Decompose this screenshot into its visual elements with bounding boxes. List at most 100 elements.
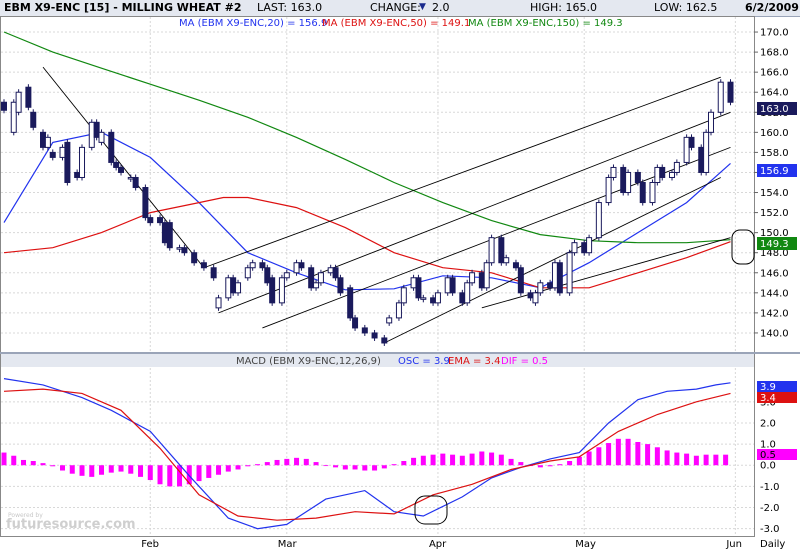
macd-histogram-bar — [664, 450, 670, 466]
candle-up — [610, 166, 617, 178]
macd-histogram-bar — [245, 465, 251, 467]
macd-histogram-bar — [723, 454, 729, 466]
dif-box-label: 0.5 — [760, 450, 776, 461]
candle-down — [230, 277, 237, 294]
macd-histogram — [1, 438, 729, 487]
candle-down — [298, 262, 305, 269]
candle-down — [113, 161, 120, 168]
macd-histogram-bar — [118, 465, 124, 472]
macd-histogram-bar — [440, 453, 446, 466]
candle-up — [235, 282, 242, 294]
price-tick-label: 142.0 — [760, 308, 789, 319]
macd-histogram-bar — [323, 465, 329, 467]
ma50-legend: MA (EBM X9-ENC,50) = 149.1 — [322, 18, 470, 29]
quote-header: EBM X9-ENC [15] - MILLING WHEAT #2 LAST:… — [0, 0, 800, 17]
macd-histogram-bar — [177, 465, 183, 487]
candle-down — [430, 297, 437, 304]
candle-up — [566, 252, 573, 294]
candle-down — [727, 81, 734, 103]
candle-up — [225, 277, 232, 299]
price-tick-label: 166.0 — [760, 68, 789, 79]
macd-histogram-bar — [625, 438, 631, 466]
macd-histogram-bar — [654, 447, 660, 466]
candle-down — [210, 267, 217, 279]
candle-up — [10, 101, 17, 133]
moving-averages — [3, 31, 731, 291]
macd-histogram-bar — [479, 451, 485, 466]
candle-down — [347, 287, 354, 319]
last-price-box — [757, 102, 797, 115]
macd-tick-label: -1.0 — [760, 482, 780, 493]
macd-histogram-bar — [225, 465, 231, 472]
candle-down — [517, 267, 524, 294]
price-tick-label: 170.0 — [760, 28, 789, 39]
macd-histogram-bar — [89, 465, 95, 477]
candle-down — [64, 141, 71, 183]
candle-down — [337, 277, 344, 294]
candle-up — [673, 161, 680, 173]
candle-down — [191, 252, 198, 264]
candle-up — [244, 267, 251, 279]
macd-histogram-bar — [489, 452, 495, 466]
macd-histogram-bar — [693, 455, 699, 466]
macd-tick-label: -2.0 — [760, 503, 780, 514]
macd-tick-label: 0.0 — [760, 461, 776, 472]
price-tick-label: 154.0 — [760, 188, 789, 199]
down-arrow-icon: ▼ — [419, 2, 426, 12]
candle-up — [488, 237, 495, 264]
candle-down — [639, 181, 646, 204]
candle-up — [469, 272, 476, 284]
macd-histogram-bar — [547, 465, 553, 467]
gridlines — [1, 17, 754, 536]
price-tick-label: 160.0 — [760, 128, 789, 139]
instrument-title: EBM X9-ENC [15] - MILLING WHEAT #2 — [4, 1, 242, 14]
candle-up — [293, 262, 300, 274]
candle-up — [444, 277, 451, 294]
change-label: CHANGE: — [370, 1, 421, 14]
macd-histogram-bar — [567, 461, 573, 466]
trend-line-4 — [384, 177, 721, 344]
candle-down — [108, 131, 115, 163]
price-tick-label: 168.0 — [760, 48, 789, 59]
ma-line-0 — [3, 131, 731, 291]
macd-histogram-bar — [586, 451, 592, 466]
candle-down — [200, 262, 207, 269]
candle-down — [498, 237, 505, 264]
low-price: LOW: 162.5 — [654, 1, 718, 14]
candle-down — [147, 217, 154, 224]
macd-histogram-bar — [508, 458, 514, 466]
ma-line-2 — [3, 31, 731, 244]
macd-histogram-bar — [459, 455, 465, 466]
date-tick-label: Feb — [141, 539, 159, 550]
candle-up — [532, 292, 539, 304]
macd-histogram-bar — [537, 465, 543, 468]
macd-axis: -3.0-2.0-1.00.01.02.03.0 — [760, 397, 780, 535]
macd-histogram-bar — [450, 454, 456, 466]
macd-histogram-bar — [333, 465, 339, 468]
candle-down — [332, 267, 339, 279]
date-tick-label: May — [575, 539, 596, 550]
macd-lines — [3, 378, 731, 530]
macd-legend: MACD (EBM X9-ENC,12,26,9) — [236, 356, 381, 367]
candle-down — [166, 222, 173, 249]
price-tick-label: 144.0 — [760, 288, 789, 299]
candle-down — [512, 262, 519, 269]
candle-up — [98, 131, 105, 143]
candle-up — [79, 146, 86, 178]
macd-histogram-bar — [303, 458, 309, 466]
osc-legend: OSC = 3.9 — [398, 356, 450, 367]
candle-up — [59, 146, 66, 158]
macd-histogram-bar — [167, 465, 173, 487]
macd-histogram-bar — [108, 465, 114, 473]
annotation-circle-macd-cross — [414, 495, 448, 525]
date-tick-label: Jun — [725, 539, 742, 550]
candle-up — [283, 272, 290, 279]
candle-down — [161, 222, 168, 244]
macd-histogram-bar — [196, 465, 202, 482]
candle-down — [49, 151, 56, 158]
candle-down — [449, 277, 456, 294]
candle-up — [551, 262, 558, 289]
candle-down — [371, 332, 378, 339]
candle-down — [415, 277, 422, 299]
